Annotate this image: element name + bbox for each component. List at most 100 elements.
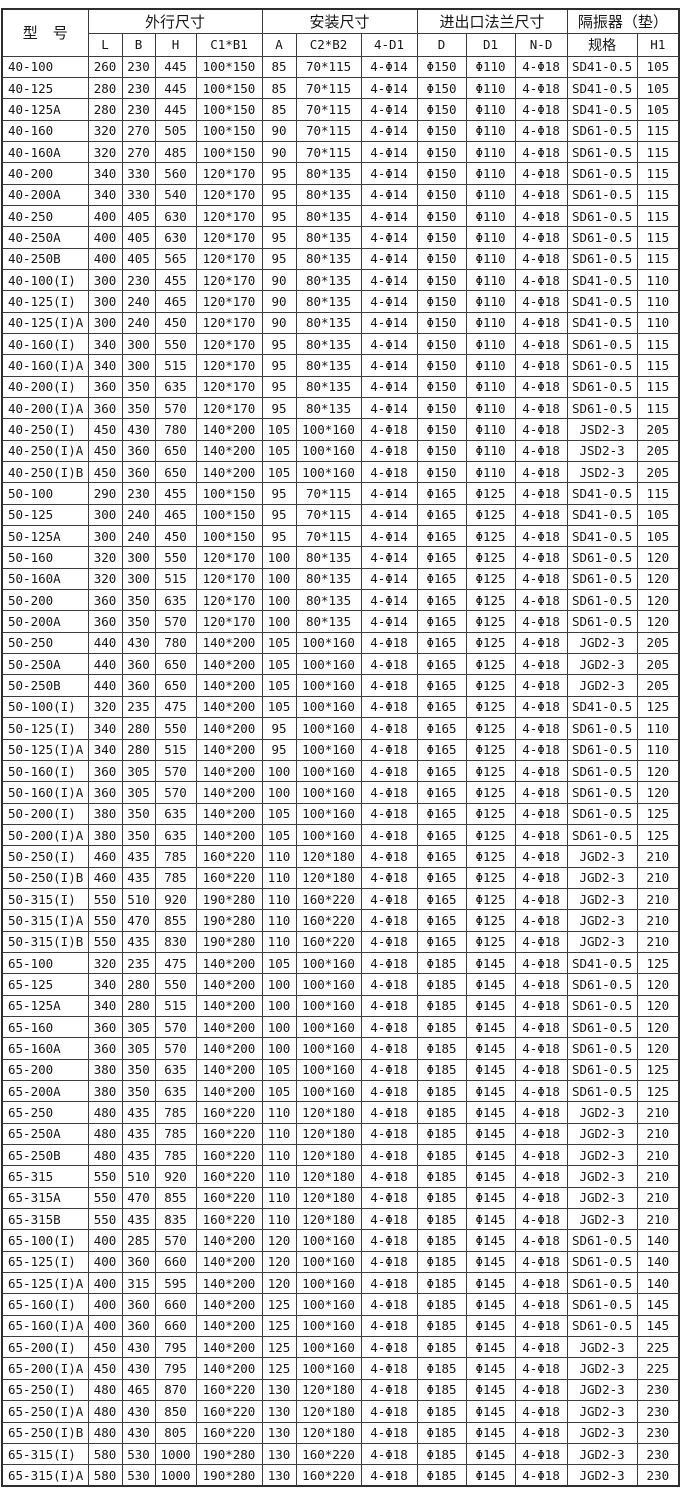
cell-value: Φ165	[416, 909, 467, 932]
cell-value: 4-Φ14	[360, 375, 418, 399]
cell-value: Φ125	[465, 909, 516, 932]
cell-value: SD61-0.5	[566, 119, 638, 142]
cell-value: SD41-0.5	[566, 311, 638, 334]
cell-value: 120*180	[295, 1421, 362, 1444]
column-header-C1B1: C1*B1	[195, 32, 263, 57]
cell-value: 4-Φ18	[514, 354, 568, 377]
cell-value: 350	[121, 823, 156, 847]
cell-value: 105	[261, 802, 297, 825]
cell-value: 435	[121, 1122, 156, 1146]
cell-value: SD61-0.5	[566, 396, 638, 420]
cell-value: 80*135	[295, 546, 362, 569]
cell-value: SD61-0.5	[566, 1314, 638, 1338]
table-header: 型 号 外行尺寸 安装尺寸 进出口法兰尺寸 隔振器（垫） L B H C1*B1…	[1, 8, 680, 57]
cell-value: 330	[121, 162, 156, 185]
cell-model: 50-160	[1, 546, 89, 569]
cell-value: 260	[87, 55, 123, 78]
cell-value: Φ185	[416, 1037, 467, 1060]
cell-value: 360	[87, 610, 123, 633]
cell-value: 4-Φ18	[514, 183, 568, 206]
table-row: 65-315B 550 435 835 160*220 110 120*180 4-Φ18 Φ1…	[1, 1208, 680, 1231]
cell-value: 785	[154, 1101, 197, 1124]
cell-value: SD41-0.5	[566, 525, 638, 548]
cell-value: 140*200	[195, 951, 263, 975]
cell-value: 480	[87, 1144, 123, 1167]
cell-model: 40-250A	[1, 226, 89, 249]
table-row: 40-200 340 330 560 120*170 95 80*135 4-Φ14 Φ150 Φ…	[1, 162, 680, 185]
cell-value: 110	[261, 909, 297, 932]
cell-value: 105	[261, 951, 297, 975]
cell-value: 125	[261, 1293, 297, 1316]
cell-model: 65-250(I)	[1, 1378, 89, 1402]
cell-value: 205	[636, 418, 680, 441]
cell-value: 440	[87, 631, 123, 655]
cell-value: Φ185	[416, 1229, 467, 1252]
cell-value: 4-Φ18	[514, 802, 568, 825]
cell-value: JGD2-3	[566, 930, 638, 953]
cell-value: 280	[87, 98, 123, 121]
cell-model: 40-200	[1, 162, 89, 185]
cell-value: 300	[87, 311, 123, 334]
cell-value: 570	[154, 781, 197, 804]
cell-value: 90	[261, 311, 297, 334]
cell-model: 65-250(I)A	[1, 1400, 89, 1423]
cell-value: 70*115	[295, 482, 362, 505]
cell-value: 120	[636, 589, 680, 612]
cell-value: 515	[154, 738, 197, 761]
cell-value: 650	[154, 461, 197, 484]
cell-value: 550	[87, 1186, 123, 1210]
cell-value: 475	[154, 951, 197, 975]
cell-value: SD61-0.5	[566, 1037, 638, 1060]
cell-model: 65-100	[1, 951, 89, 975]
cell-value: 650	[154, 674, 197, 697]
cell-value: 550	[154, 973, 197, 996]
cell-value: 80*135	[295, 311, 362, 334]
table-row: 65-125(I)A 400 315 595 140*200 120 100*160 4-Φ1…	[1, 1272, 680, 1295]
cell-value: Φ150	[416, 98, 467, 121]
cell-value: 430	[121, 1357, 156, 1380]
cell-value: 380	[87, 823, 123, 847]
cell-value: 160*220	[295, 1442, 362, 1466]
cell-value: Φ145	[465, 1058, 516, 1082]
cell-value: 550	[154, 332, 197, 356]
cell-value: 115	[636, 247, 680, 270]
cell-value: 280	[121, 738, 156, 761]
cell-value: 105	[261, 823, 297, 847]
cell-value: 4-Φ18	[514, 119, 568, 142]
header-group-row: 型 号 外行尺寸 安装尺寸 进出口法兰尺寸 隔振器（垫）	[1, 8, 680, 57]
cell-value: 4-Φ18	[514, 994, 568, 1017]
table-row: 40-200A 340 330 540 120*170 95 80*135 4-Φ14 Φ150…	[1, 183, 680, 206]
cell-value: 80*135	[295, 332, 362, 356]
cell-value: Φ150	[416, 354, 467, 377]
cell-value: 160*220	[295, 887, 362, 911]
cell-value: 450	[87, 439, 123, 463]
cell-value: Φ125	[465, 567, 516, 591]
cell-value: 160*220	[195, 845, 263, 868]
cell-value: 4-Φ14	[360, 525, 418, 548]
cell-value: 160*220	[195, 1378, 263, 1402]
cell-value: JGD2-3	[566, 866, 638, 889]
cell-value: 100	[261, 546, 297, 569]
cell-value: 4-Φ18	[514, 418, 568, 441]
cell-value: 235	[121, 695, 156, 719]
cell-value: 830	[154, 930, 197, 953]
header-sub-row: L B H C1*B1 A C2*B2 4-D1 D D1 N-D 规格 H1	[2, 32, 680, 57]
cell-value: 100*160	[295, 1314, 362, 1338]
cell-value: 400	[87, 247, 123, 270]
cell-value: 320	[87, 695, 123, 719]
cell-value: 550	[154, 717, 197, 740]
cell-model: 50-160A	[1, 567, 89, 591]
cell-value: 120	[636, 994, 680, 1017]
cell-value: 435	[121, 1101, 156, 1124]
cell-value: 360	[121, 1314, 156, 1338]
cell-value: 4-Φ18	[360, 1229, 418, 1252]
cell-value: 4-Φ18	[514, 55, 568, 78]
cell-value: 4-Φ18	[514, 1037, 568, 1060]
cell-value: 90	[261, 268, 297, 292]
cell-model: 65-160(I)A	[1, 1314, 89, 1338]
cell-value: 70*115	[295, 76, 362, 100]
cell-value: SD61-0.5	[566, 1015, 638, 1039]
cell-value: 350	[121, 610, 156, 633]
cell-value: 105	[636, 525, 680, 548]
cell-value: 4-Φ18	[514, 290, 568, 313]
